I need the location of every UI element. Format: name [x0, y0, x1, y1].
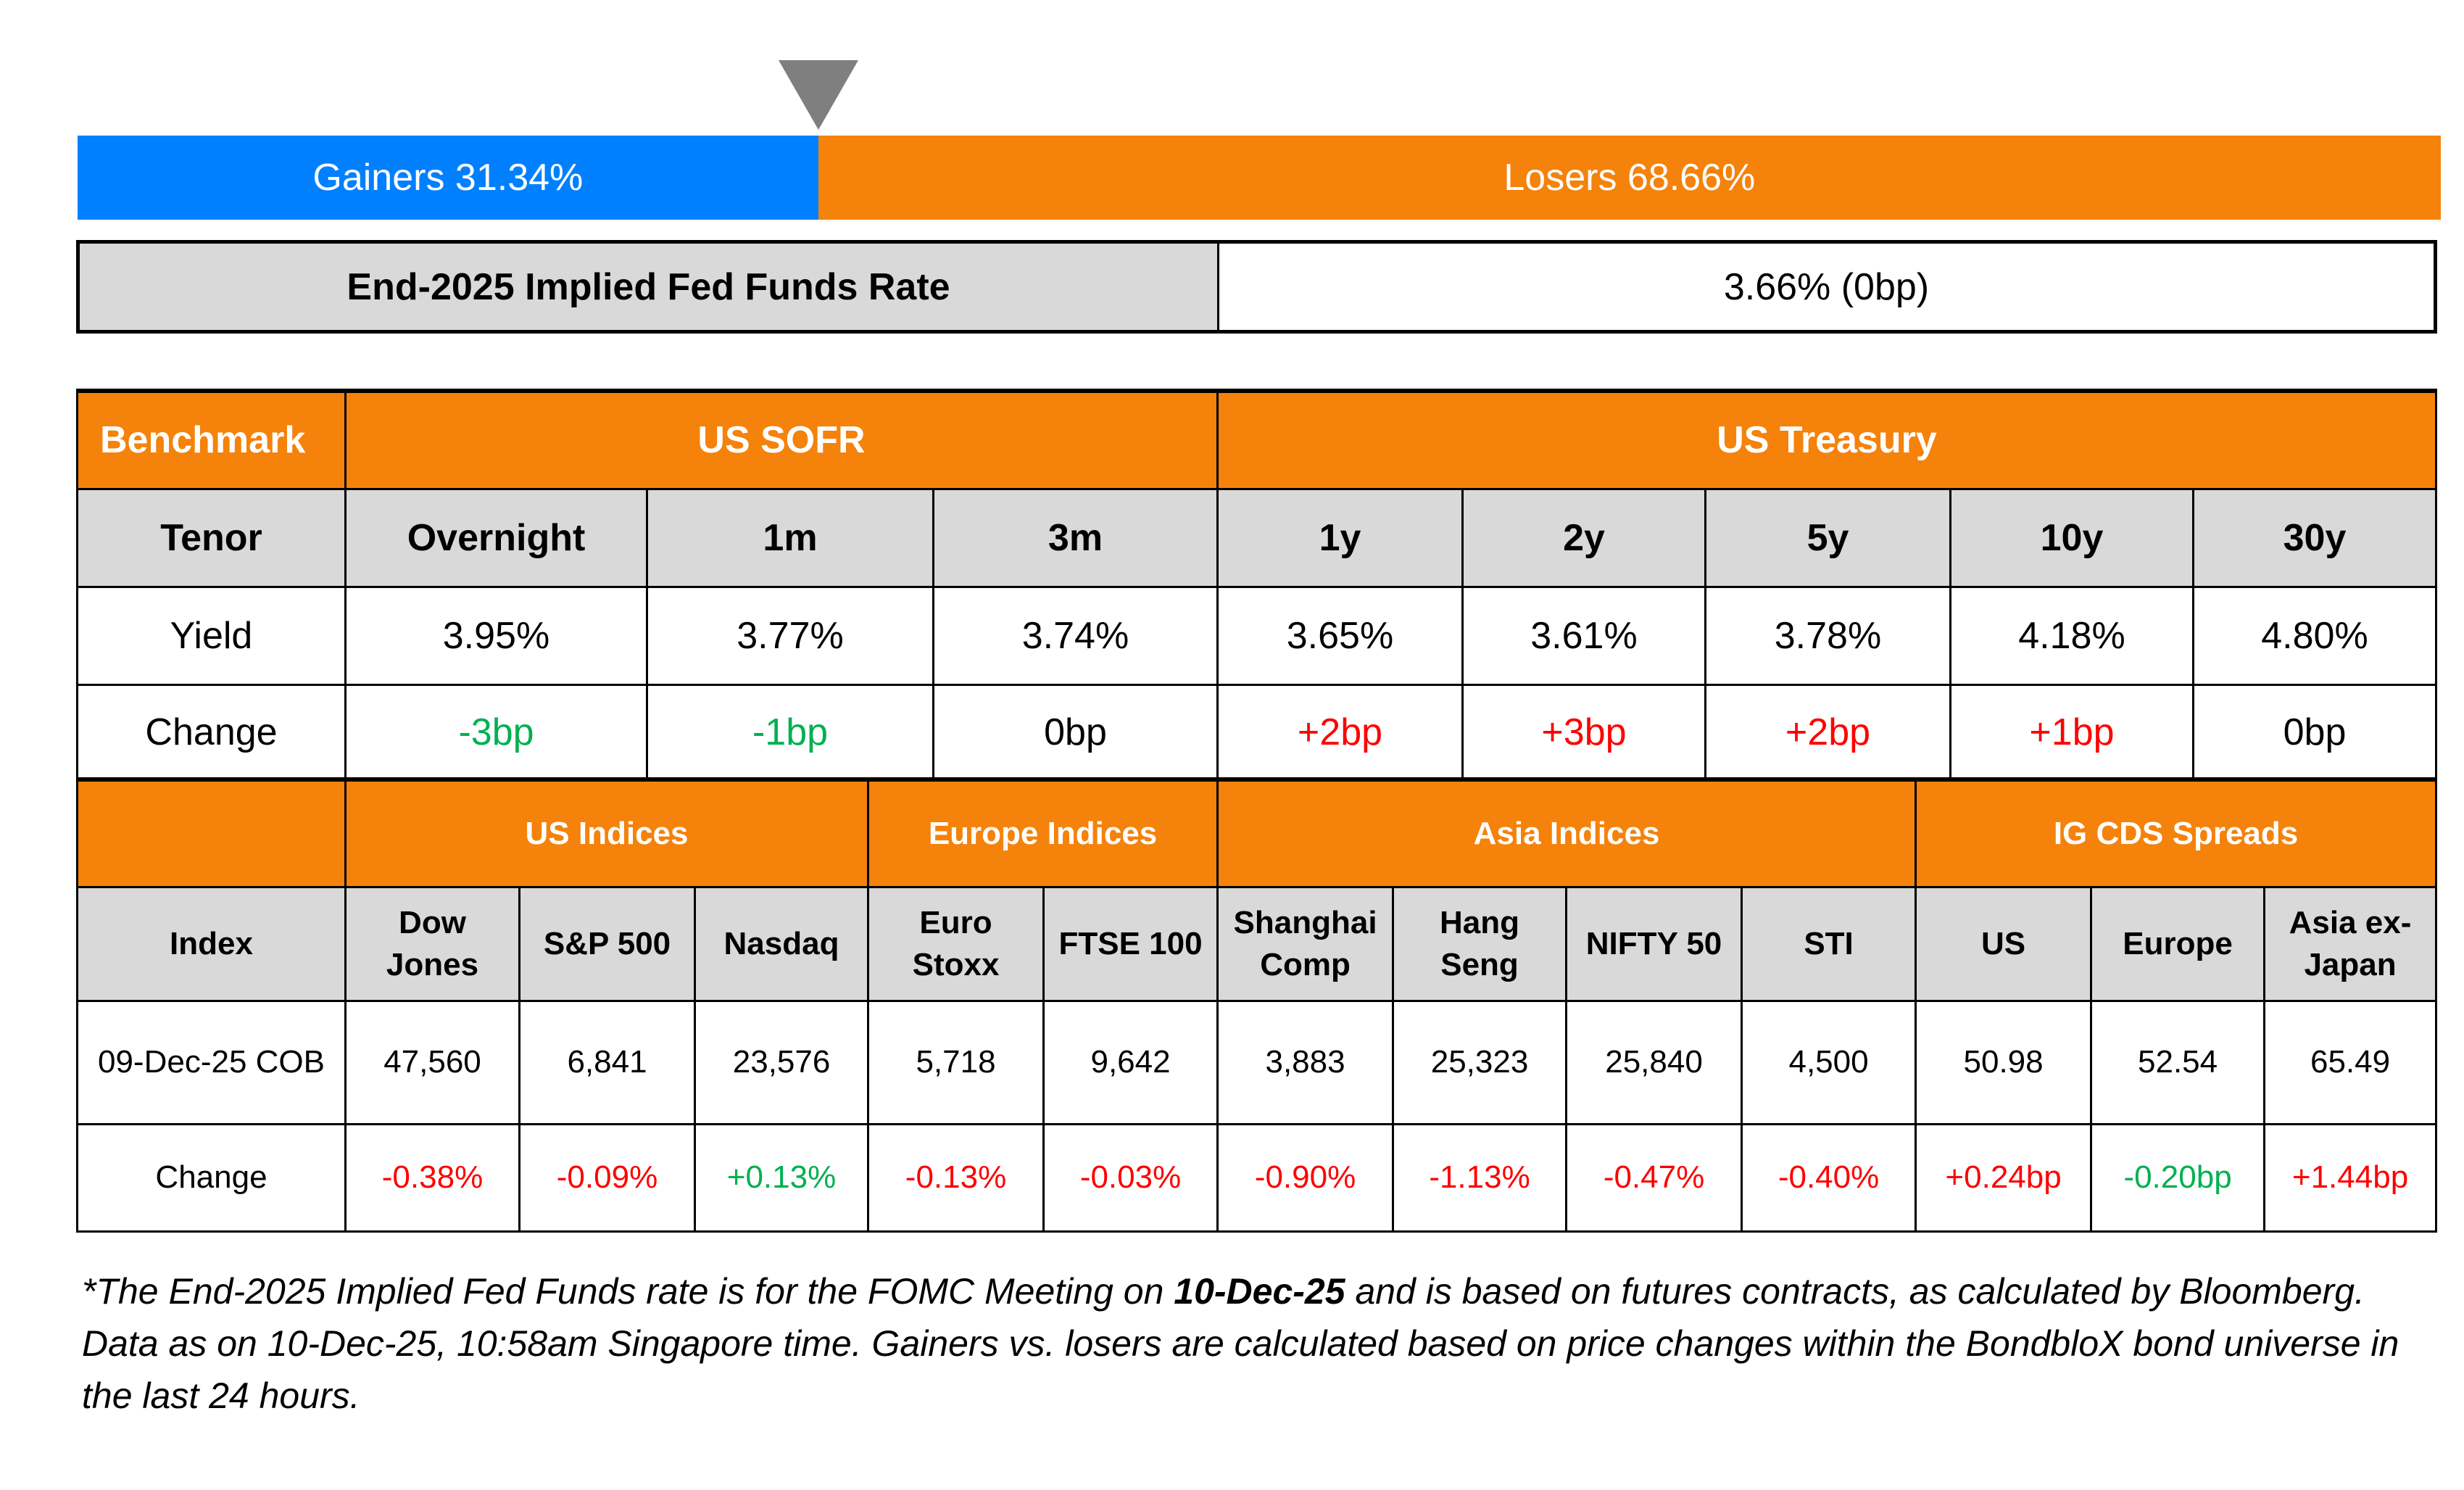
index-change-cell: -0.09% [518, 1122, 696, 1233]
tenor-header: 30y [2192, 487, 2437, 588]
yield-cell: 3.78% [1704, 585, 1951, 686]
fed-funds-value: 3.66% (0bp) [1217, 240, 2436, 334]
tenor-header: 1y [1216, 487, 1464, 588]
tenor-header: 10y [1949, 487, 2194, 588]
index-change-cell: -0.20bp [2090, 1122, 2266, 1233]
index-name-header: Hang Seng [1392, 885, 1568, 1002]
gainers-losers-bar: Gainers 31.34% Losers 68.66% [78, 136, 2441, 220]
index-name-header: Nasdaq [693, 885, 870, 1002]
index-value-cell: 6,841 [518, 999, 696, 1125]
index-change-cell: +0.24bp [1915, 1122, 2093, 1233]
index-change-cell: -1.13% [1392, 1122, 1568, 1233]
index-value-cell: 25,840 [1565, 999, 1743, 1125]
tenor-header: 2y [1461, 487, 1706, 588]
change-cell: 0bp [932, 683, 1219, 781]
change-cell: -3bp [344, 683, 648, 781]
group-header: Asia Indices [1216, 777, 1917, 888]
index-value-cell: 65.49 [2263, 999, 2437, 1125]
index-value-cell: 52.54 [2090, 999, 2266, 1125]
yield-label: Yield [76, 585, 347, 686]
change-cell: +1bp [1949, 683, 2194, 781]
index-value-cell: 25,323 [1392, 999, 1568, 1125]
us-sofr-header: US SOFR [344, 389, 1219, 490]
index-name-header: US [1915, 885, 2093, 1002]
index-change-cell: -0.47% [1565, 1122, 1743, 1233]
index-value-cell: 4,500 [1741, 999, 1917, 1125]
gainers-label: Gainers 31.34% [312, 157, 584, 199]
yield-cell: 3.95% [344, 585, 648, 686]
fed-funds-label: End-2025 Implied Fed Funds Rate [77, 240, 1219, 334]
index-change-cell: -0.38% [344, 1122, 520, 1233]
change-cell: +3bp [1461, 683, 1706, 781]
gainers-marker-triangle-icon [778, 60, 858, 130]
index-change-cell: -0.03% [1042, 1122, 1219, 1233]
change-cell: +2bp [1216, 683, 1464, 781]
footnote-date: 10-Dec-25 [1174, 1271, 1345, 1312]
index-name-header: NIFTY 50 [1565, 885, 1743, 1002]
index-value-cell: 5,718 [867, 999, 1045, 1125]
change-cell: -1bp [646, 683, 934, 781]
tenor-header: Overnight [344, 487, 648, 588]
benchmark-header: Benchmark [76, 389, 347, 490]
index-change-cell: -0.90% [1216, 1122, 1395, 1233]
index-value-cell: 3,883 [1216, 999, 1395, 1125]
rates-table: Benchmark US SOFR US Treasury Tenor Overn… [76, 389, 2437, 781]
group-header: US Indices [344, 777, 870, 888]
index-value-cell: 50.98 [1915, 999, 2093, 1125]
index-change-cell: +0.13% [693, 1122, 870, 1233]
index-name-header: FTSE 100 [1042, 885, 1219, 1002]
index-name-header: Europe [2090, 885, 2266, 1002]
date-label: 09-Dec-25 COB [76, 999, 347, 1125]
change-cell: 0bp [2192, 683, 2437, 781]
yield-cell: 4.80% [2192, 585, 2437, 686]
blank-header [76, 777, 347, 888]
tenor-header: 5y [1704, 487, 1951, 588]
yield-cell: 4.18% [1949, 585, 2194, 686]
index-name-header: Euro Stoxx [867, 885, 1045, 1002]
us-treasury-header: US Treasury [1216, 389, 2437, 490]
change-label: Change [76, 1122, 347, 1233]
indices-table: US Indices Europe Indices Asia Indices IG C… [76, 777, 2437, 1233]
yield-cell: 3.61% [1461, 585, 1706, 686]
index-name-header: Dow Jones [344, 885, 520, 1002]
gainers-segment: Gainers 31.34% [78, 136, 818, 220]
group-header: Europe Indices [867, 777, 1219, 888]
index-change-cell: +1.44bp [2263, 1122, 2437, 1233]
change-label: Change [76, 683, 347, 781]
index-label: Index [76, 885, 347, 1002]
index-value-cell: 23,576 [693, 999, 870, 1125]
change-cell: +2bp [1704, 683, 1951, 781]
tenor-label: Tenor [76, 487, 347, 588]
index-change-cell: -0.13% [867, 1122, 1045, 1233]
group-header: IG CDS Spreads [1915, 777, 2437, 888]
tenor-header: 1m [646, 487, 934, 588]
index-change-cell: -0.40% [1741, 1122, 1917, 1233]
yield-cell: 3.77% [646, 585, 934, 686]
losers-label: Losers 68.66% [1503, 157, 1756, 199]
index-name-header: S&P 500 [518, 885, 696, 1002]
index-name-header: STI [1741, 885, 1917, 1002]
index-value-cell: 47,560 [344, 999, 520, 1125]
index-name-header: Shanghai Comp [1216, 885, 1395, 1002]
fed-funds-table: End-2025 Implied Fed Funds Rate 3.66% (0… [76, 240, 2437, 334]
losers-segment: Losers 68.66% [818, 136, 2441, 220]
footnote: *The End-2025 Implied Fed Funds rate is … [82, 1271, 2399, 1416]
yield-cell: 3.65% [1216, 585, 1464, 686]
index-value-cell: 9,642 [1042, 999, 1219, 1125]
tenor-header: 3m [932, 487, 1219, 588]
index-name-header: Asia ex- Japan [2263, 885, 2437, 1002]
yield-cell: 3.74% [932, 585, 1219, 686]
